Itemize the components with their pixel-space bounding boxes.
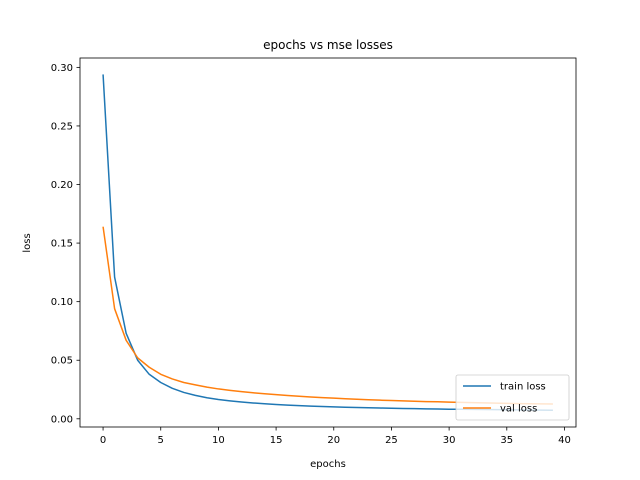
- series-line-train-loss: [102, 74, 553, 411]
- x-tick-label: 15: [270, 435, 283, 446]
- x-tick-label: 0: [100, 435, 106, 446]
- y-axis-label: loss: [22, 233, 33, 252]
- x-axis-label: epochs: [310, 459, 346, 470]
- y-tick-label: 0.20: [51, 180, 73, 191]
- chart-title: epochs vs mse losses: [263, 38, 393, 52]
- legend-label: train loss: [500, 382, 546, 393]
- x-tick-label: 30: [443, 435, 456, 446]
- x-tick-label: 25: [385, 435, 398, 446]
- y-axis: 0.00 0.05 0.10 0.15 0.20 0.25 0.30: [51, 63, 80, 425]
- x-tick-label: 35: [500, 435, 513, 446]
- y-tick-label: 0.25: [51, 121, 73, 132]
- legend-label: val loss: [500, 404, 537, 415]
- x-tick-label: 20: [327, 435, 340, 446]
- x-tick-label: 10: [212, 435, 225, 446]
- legend: train loss val loss: [455, 374, 570, 421]
- y-tick-label: 0.10: [51, 297, 73, 308]
- x-tick-label: 5: [158, 435, 164, 446]
- y-tick-label: 0.15: [51, 239, 73, 250]
- y-tick-label: 0.05: [51, 356, 73, 367]
- y-tick-label: 0.00: [51, 414, 73, 425]
- x-axis: 0 5 10 15 20 25 30 35 40: [100, 427, 571, 446]
- x-tick-label: 40: [558, 435, 571, 446]
- plot-frame: [79, 57, 577, 428]
- y-tick-label: 0.30: [51, 63, 73, 74]
